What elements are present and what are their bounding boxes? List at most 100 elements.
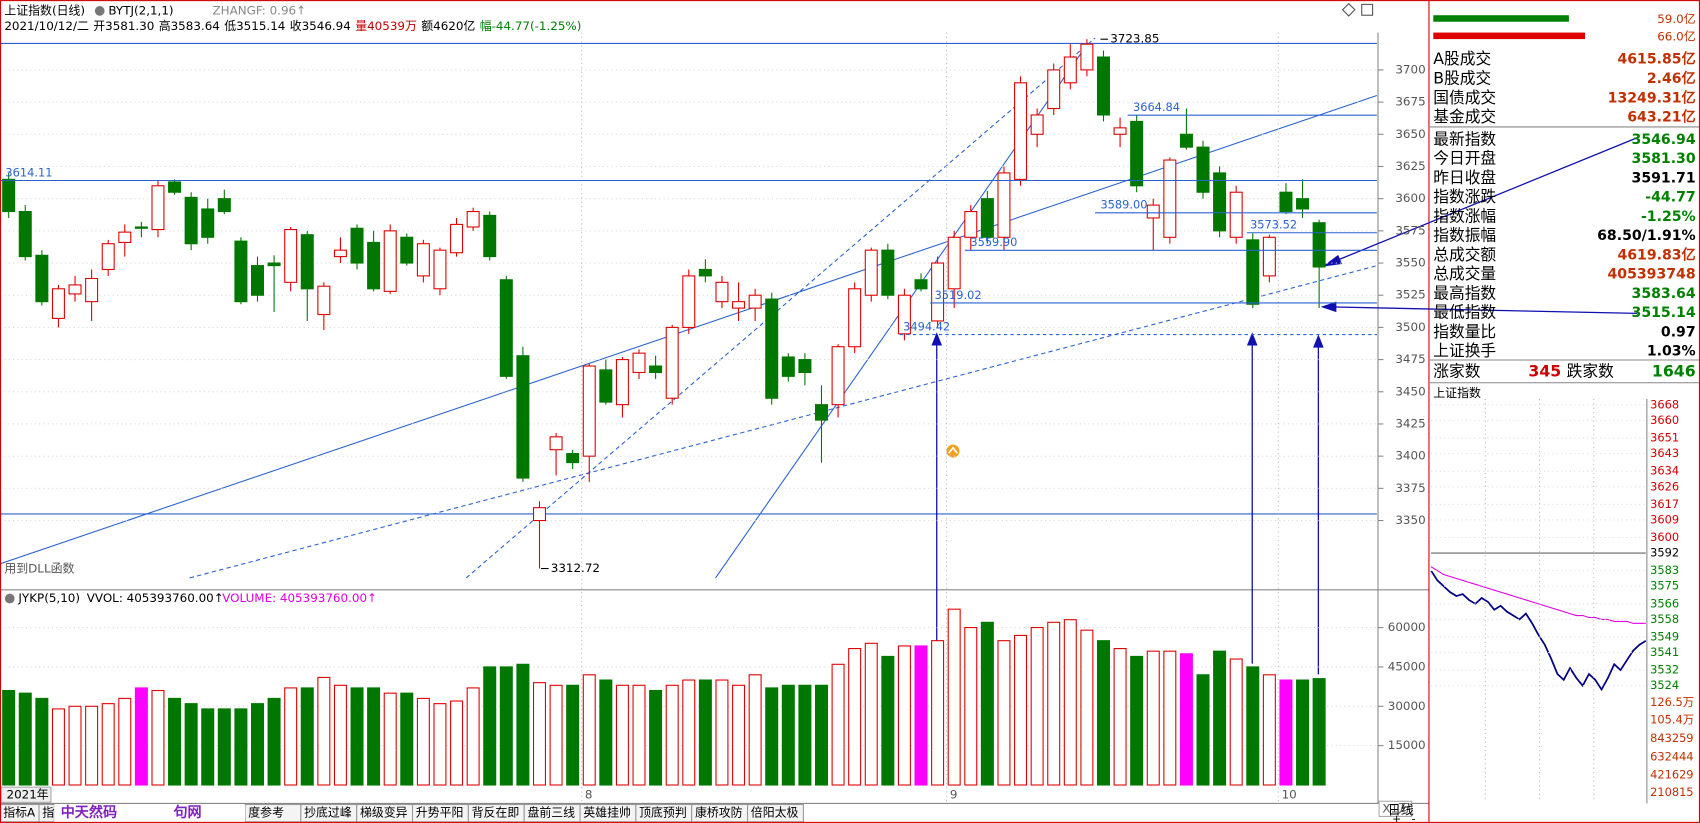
candle-body bbox=[1146, 204, 1160, 219]
price-label: 3350 bbox=[1395, 513, 1425, 527]
window-icon[interactable] bbox=[1361, 3, 1374, 16]
volume-tick-label: 30000 bbox=[1388, 699, 1426, 713]
quote-part: 2021/10/12/二 bbox=[4, 19, 89, 33]
candle-body bbox=[732, 301, 746, 309]
candle-body bbox=[615, 359, 629, 406]
tab-label[interactable]: 指 bbox=[42, 806, 54, 820]
mini-volume-label: 421629 bbox=[1650, 768, 1693, 782]
price-label: 3450 bbox=[1395, 384, 1425, 398]
candle-body bbox=[1063, 56, 1077, 84]
tab-label[interactable]: 指标A bbox=[3, 806, 36, 820]
x-tick-label: 8 bbox=[585, 787, 593, 801]
candle-body bbox=[781, 356, 795, 377]
candle-body bbox=[1047, 69, 1061, 110]
candle-body bbox=[765, 298, 779, 399]
window-icon[interactable] bbox=[1341, 2, 1356, 17]
tab-label[interactable]: 升势平阳 bbox=[416, 806, 464, 820]
tab-label[interactable]: 抄底过峰 bbox=[304, 806, 352, 820]
volume-bar bbox=[118, 697, 132, 786]
period[interactable]: 日线 bbox=[1388, 804, 1414, 819]
row-value: 3591.71 bbox=[1632, 170, 1696, 186]
volume-bar bbox=[450, 700, 464, 786]
year-label: 2021年 bbox=[7, 787, 49, 801]
row-value: 4615.85亿 bbox=[1617, 51, 1695, 68]
tab-label[interactable]: 顶底预判 bbox=[639, 806, 687, 820]
row-value: 3581.30 bbox=[1632, 151, 1696, 167]
candle-body bbox=[1080, 43, 1094, 71]
extreme-label: 3723.85 bbox=[1110, 32, 1159, 46]
zoom-in[interactable]: + bbox=[1392, 813, 1401, 823]
candle-body bbox=[35, 254, 49, 303]
level-label: 3614.11 bbox=[5, 165, 52, 179]
tab-label[interactable]: 康桥攻防 bbox=[695, 806, 743, 820]
volume-bar bbox=[267, 697, 281, 786]
candle-body bbox=[798, 359, 812, 374]
row-value: 0.97 bbox=[1661, 324, 1696, 340]
candle-body bbox=[51, 288, 65, 319]
candle-body bbox=[914, 279, 928, 290]
volume-bar bbox=[499, 666, 513, 786]
volume-bar bbox=[483, 666, 497, 786]
volume-bar bbox=[433, 703, 447, 786]
volume-bar bbox=[781, 684, 795, 786]
row-value: 2.46亿 bbox=[1647, 70, 1696, 87]
volume-bar bbox=[300, 687, 314, 786]
volume-bar bbox=[466, 687, 480, 786]
quote-part: 低3515.14 bbox=[224, 19, 285, 33]
mini-tick-label: 3617 bbox=[1650, 497, 1679, 511]
price-label: 3550 bbox=[1395, 256, 1425, 270]
volume-bar bbox=[1014, 634, 1028, 786]
indicator-icon[interactable] bbox=[4, 593, 15, 604]
mini-volume-label: 210815 bbox=[1650, 785, 1693, 799]
mini-volume-label: 632444 bbox=[1650, 749, 1693, 763]
candle-body bbox=[284, 229, 298, 283]
volume-bar bbox=[964, 627, 978, 786]
volume-tick-label: 60000 bbox=[1388, 620, 1426, 634]
quote-part: 收3546.94 bbox=[290, 19, 351, 33]
volume-bar bbox=[748, 674, 762, 786]
candle-body bbox=[566, 453, 580, 464]
volume-bar bbox=[798, 684, 812, 786]
volume-bar bbox=[35, 697, 49, 786]
volume-bar bbox=[1246, 666, 1260, 786]
volume-bar bbox=[1163, 650, 1177, 786]
candle-body bbox=[814, 404, 828, 421]
row-value: -44.77 bbox=[1645, 190, 1695, 206]
tab-label[interactable]: 背反在即 bbox=[472, 806, 520, 820]
candle-body bbox=[715, 281, 729, 303]
volume-bar bbox=[333, 684, 347, 786]
indicator-icon[interactable] bbox=[94, 6, 105, 16]
tab-label[interactable]: 盘前三线 bbox=[527, 806, 575, 820]
volume-title: JYKP(5,10) bbox=[17, 591, 80, 605]
tab-label[interactable]: 英雄挂帅 bbox=[583, 806, 631, 820]
volume-bar bbox=[184, 703, 198, 786]
candle-body bbox=[1246, 239, 1260, 305]
volume-bar bbox=[416, 697, 430, 786]
candle-body bbox=[101, 243, 115, 271]
tab-label[interactable]: 倍阳太极 bbox=[751, 806, 799, 820]
row-label: 指数量比 bbox=[1433, 322, 1496, 341]
row-label: B股成交 bbox=[1433, 68, 1491, 87]
volume-bar bbox=[18, 692, 32, 786]
candle-body bbox=[2, 178, 16, 213]
mini-tick-label: 3660 bbox=[1650, 413, 1679, 427]
volume-bar bbox=[997, 640, 1011, 786]
zoom-out[interactable]: - bbox=[1412, 813, 1416, 823]
arrow-head bbox=[1320, 301, 1337, 313]
mini-tick-label: 3558 bbox=[1650, 612, 1679, 626]
row-label: 今日开盘 bbox=[1433, 149, 1496, 168]
volume-bar bbox=[632, 684, 646, 786]
mini-tick-label: 3600 bbox=[1650, 530, 1679, 544]
tab-label[interactable]: 度参考 bbox=[248, 806, 284, 820]
candle-body bbox=[151, 185, 165, 231]
tab-label[interactable]: 梯级变异 bbox=[360, 806, 408, 820]
candle-body bbox=[416, 243, 430, 277]
x-tick-label: 9 bbox=[950, 787, 958, 801]
volume-bar bbox=[68, 705, 82, 786]
candle-body bbox=[483, 214, 497, 258]
intraday-line bbox=[1430, 566, 1646, 624]
volume-bar bbox=[1279, 679, 1293, 786]
volume-bar bbox=[599, 679, 613, 786]
